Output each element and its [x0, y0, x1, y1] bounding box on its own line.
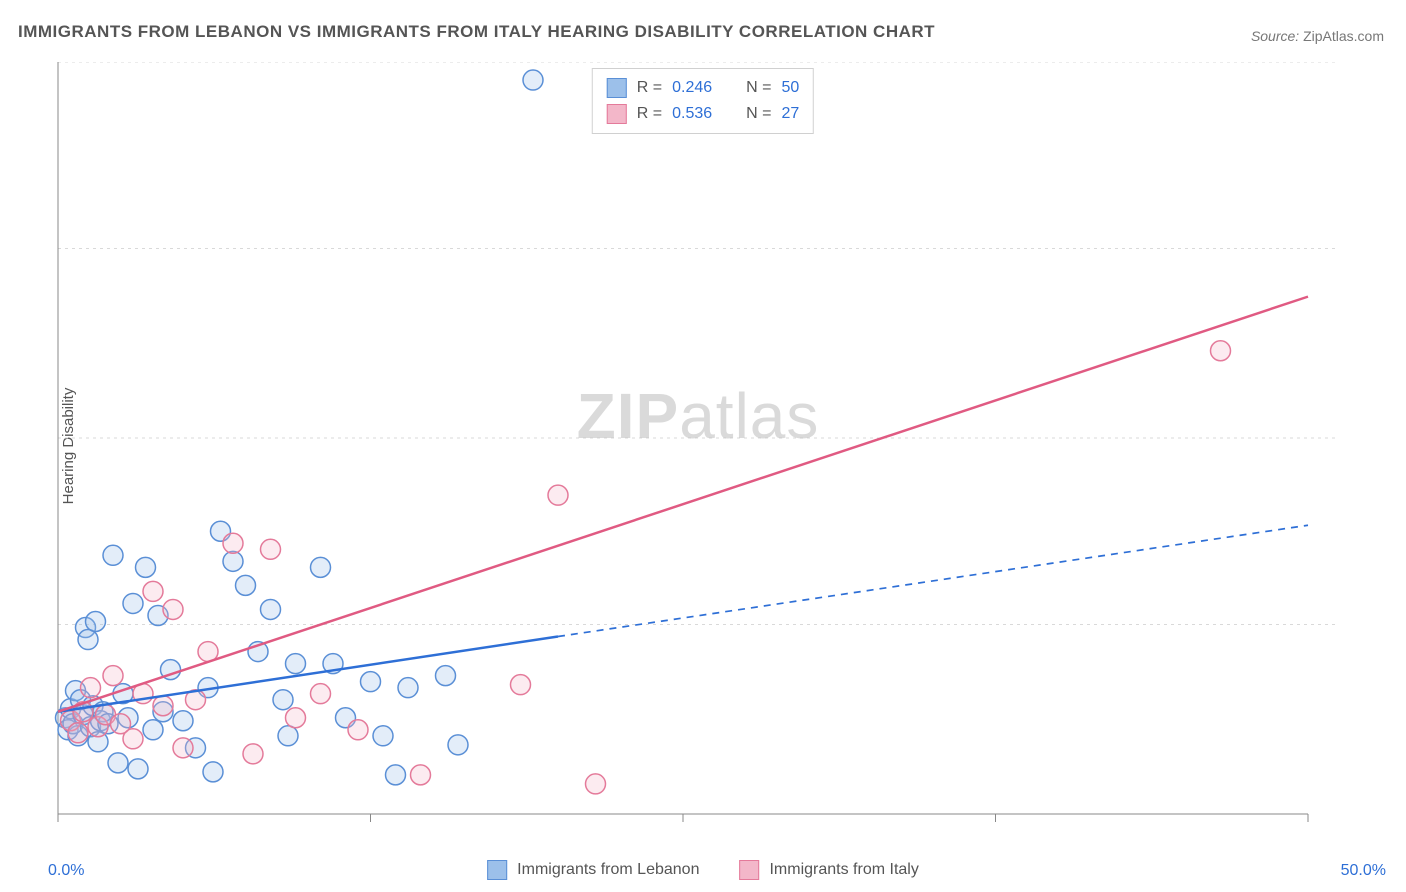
legend-series-label-0: Immigrants from Lebanon — [517, 861, 699, 879]
legend-stats-row-1: R = 0.536 N = 27 — [607, 101, 799, 127]
legend-swatch-0 — [607, 78, 627, 98]
n-value-1: 27 — [781, 101, 799, 127]
n-label: N = — [746, 101, 771, 127]
legend-stats-row-0: R = 0.246 N = 50 — [607, 75, 799, 101]
source-label: Source: — [1251, 28, 1299, 44]
legend-series-swatch-1 — [739, 860, 759, 880]
source-credit: Source: ZipAtlas.com — [1251, 28, 1384, 44]
r-value-1: 0.536 — [672, 101, 728, 127]
legend-series-swatch-0 — [487, 860, 507, 880]
source-value: ZipAtlas.com — [1303, 28, 1384, 44]
r-value-0: 0.246 — [672, 75, 728, 101]
scatter-chart: 6.3%12.5%18.8%25.0% ZIPatlas — [48, 62, 1348, 832]
chart-svg: 6.3%12.5%18.8%25.0% — [48, 62, 1348, 832]
legend-series: Immigrants from Lebanon Immigrants from … — [487, 860, 919, 880]
chart-title: IMMIGRANTS FROM LEBANON VS IMMIGRANTS FR… — [18, 22, 935, 42]
legend-swatch-1 — [607, 104, 627, 124]
legend-series-item-1: Immigrants from Italy — [739, 860, 918, 880]
legend-stats: R = 0.246 N = 50 R = 0.536 N = 27 — [592, 68, 814, 134]
r-label: R = — [637, 101, 662, 127]
x-axis-max-label: 50.0% — [1341, 862, 1386, 880]
n-label: N = — [746, 75, 771, 101]
r-label: R = — [637, 75, 662, 101]
legend-series-label-1: Immigrants from Italy — [769, 861, 918, 879]
legend-series-item-0: Immigrants from Lebanon — [487, 860, 699, 880]
n-value-0: 50 — [781, 75, 799, 101]
x-axis-min-label: 0.0% — [48, 862, 84, 880]
